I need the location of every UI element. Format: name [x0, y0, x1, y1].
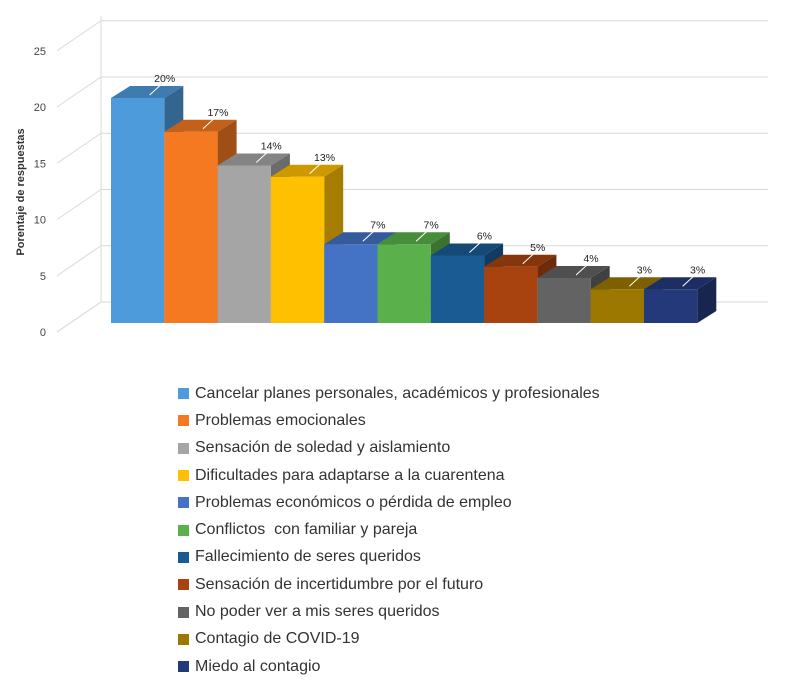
bar-top — [484, 254, 557, 267]
y-tick-label: 5 — [40, 271, 46, 283]
gridline-diag — [56, 132, 102, 164]
leader-line — [309, 162, 322, 175]
legend-item: Dificultades para adaptarse a la cuarent… — [178, 462, 600, 489]
gridline-diag — [56, 20, 102, 52]
bar-front — [111, 98, 165, 323]
legend-swatch — [178, 442, 189, 454]
y-tick-label: 15 — [34, 158, 46, 170]
gridline-diag — [56, 189, 102, 220]
data-label: 17% — [207, 107, 228, 119]
legend-label: Conflictos con familiar y pareja — [195, 521, 418, 539]
bar — [270, 164, 344, 323]
bar-front — [430, 255, 485, 323]
legend-item: Fallecimiento de seres queridos — [178, 544, 600, 571]
legend-swatch — [178, 579, 189, 591]
legend-swatch — [178, 551, 189, 563]
leader-line — [255, 151, 269, 163]
legend-swatch — [178, 633, 189, 645]
leader-line — [629, 274, 642, 287]
leader-line — [575, 263, 589, 276]
bar-top — [590, 277, 663, 290]
leader-line — [149, 83, 162, 96]
legend-item: Conflictos con familiar y pareja — [178, 516, 600, 543]
legend-swatch — [178, 524, 189, 536]
bar-top — [324, 232, 397, 245]
y-tick-label: 20 — [34, 102, 46, 114]
leader-line — [522, 252, 536, 265]
bars — [111, 86, 717, 323]
legend-label: No poder ver a mis seres queridos — [195, 603, 440, 621]
bar-top — [164, 119, 237, 132]
legend-label: Cancelar planes personales, académicos y… — [195, 384, 600, 402]
leader-line — [469, 241, 482, 253]
legend-label: Problemas económicos o pérdida de empleo — [195, 493, 512, 511]
legend-label: Sensación de soledad y aislamiento — [195, 439, 451, 457]
legend-swatch — [178, 606, 189, 618]
y-axis-ticks: 0 5 10 15 20 25 — [34, 46, 46, 339]
legend-label: Sensación de incertidumbre por el futuro — [195, 575, 484, 593]
data-label: 6% — [477, 231, 492, 243]
leader-line — [682, 274, 695, 287]
legend-swatch — [178, 388, 189, 400]
bar-front — [484, 266, 538, 323]
data-label: 7% — [370, 219, 385, 231]
bar-top — [217, 153, 290, 166]
data-label: 4% — [583, 253, 598, 265]
bar-top — [270, 164, 344, 177]
bar-front — [270, 176, 325, 323]
legend-swatch — [178, 661, 189, 673]
bar-top — [111, 86, 184, 98]
bar-side — [697, 277, 717, 323]
data-label: 3% — [690, 264, 705, 276]
bar-top — [430, 243, 504, 256]
gridline-diag — [56, 76, 102, 108]
bar — [644, 277, 717, 323]
bar-top — [644, 277, 717, 290]
data-label: 5% — [530, 242, 545, 254]
legend-swatch — [178, 415, 189, 427]
y-tick-label: 10 — [34, 215, 46, 227]
data-label: 20% — [154, 73, 175, 85]
data-label: 13% — [314, 152, 335, 164]
bar-top — [537, 266, 610, 278]
bar-front — [644, 289, 698, 323]
legend-label: Miedo al contagio — [195, 657, 321, 675]
y-axis-label: Porentaje de respuestas — [15, 128, 27, 255]
chart-floor — [56, 16, 102, 333]
leader-line — [415, 229, 429, 242]
leader-line — [202, 117, 216, 130]
leader-line — [362, 229, 376, 242]
gridline-diag — [56, 301, 102, 333]
data-label: 14% — [261, 141, 282, 153]
y-tick-label: 0 — [40, 327, 46, 339]
legend-item: Cancelar planes personales, académicos y… — [178, 380, 600, 407]
legend-item: Contagio de COVID-19 — [178, 626, 600, 653]
legend: Cancelar planes personales, académicos y… — [178, 380, 600, 680]
legend-swatch — [178, 497, 189, 509]
legend-item: Problemas económicos o pérdida de empleo — [178, 489, 600, 516]
data-labels: 20% 17% 14% 13% 7% 7% 6% 5% 4% 3% 3% — [149, 73, 705, 287]
gridline-diag — [56, 245, 102, 277]
y-tick-label: 25 — [34, 46, 46, 58]
bar-front — [164, 131, 218, 323]
data-label: 3% — [637, 264, 652, 276]
legend-item: Miedo al contagio — [178, 653, 600, 680]
legend-label: Contagio de COVID-19 — [195, 630, 360, 648]
bar-front — [217, 165, 271, 323]
legend-item: Problemas emocionales — [178, 407, 600, 434]
bar-top — [377, 232, 450, 245]
legend-swatch — [178, 470, 189, 482]
legend-label: Problemas emocionales — [195, 411, 366, 429]
legend-item: No poder ver a mis seres queridos — [178, 598, 600, 625]
legend-item: Sensación de incertidumbre por el futuro — [178, 571, 600, 598]
legend-item: Sensación de soledad y aislamiento — [178, 435, 600, 462]
bar-front — [590, 289, 644, 323]
bar-front — [537, 278, 591, 323]
data-label: 7% — [424, 219, 439, 231]
bar-front — [377, 244, 431, 323]
legend-label: Fallecimiento de seres queridos — [195, 548, 421, 566]
legend-label: Dificultades para adaptarse a la cuarent… — [195, 466, 505, 484]
bar-front — [324, 244, 378, 323]
